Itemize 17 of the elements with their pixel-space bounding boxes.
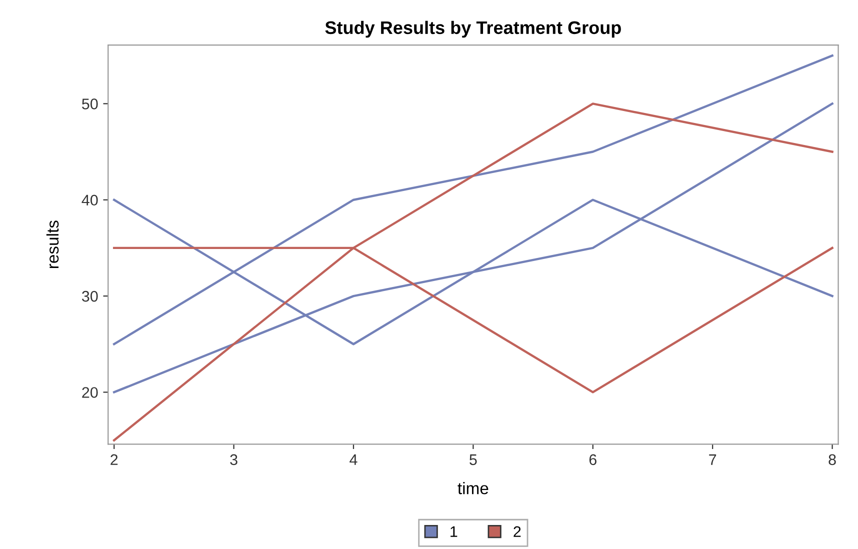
legend-label: 2: [514, 526, 521, 537]
y-tick-label: 40: [82, 194, 98, 206]
chart-title: Study Results by Treatment Group: [325, 20, 621, 38]
x-tick-label: 3: [230, 454, 238, 466]
x-tick-label: 2: [110, 454, 118, 465]
legend-label: 1: [450, 526, 458, 537]
x-tick-label: 7: [709, 454, 716, 465]
line-series: [112, 54, 834, 346]
x-tick-label: 8: [828, 454, 836, 466]
y-tick-label: 30: [82, 290, 98, 302]
x-axis-title: time: [458, 482, 488, 494]
x-tick-label: 5: [470, 454, 477, 466]
y-tick-label: 50: [82, 98, 98, 110]
y-tick-label: 20: [82, 387, 98, 398]
x-tick-label: 6: [589, 454, 596, 466]
x-tick-label: 4: [350, 454, 358, 465]
y-axis-title: results: [46, 220, 59, 268]
